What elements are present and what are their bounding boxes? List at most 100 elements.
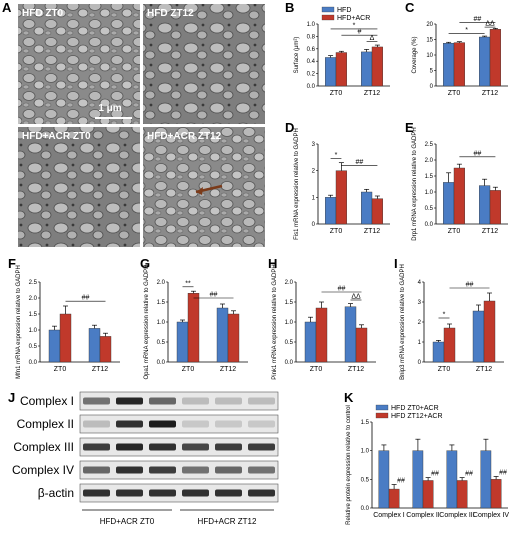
blot-row: β-actin bbox=[38, 483, 279, 503]
x-category-label: Complex I bbox=[373, 512, 405, 519]
blot-group-label: HFD+ACR ZT0 bbox=[100, 517, 155, 526]
bar bbox=[355, 327, 368, 363]
y-tick-label: 0.0 bbox=[157, 360, 166, 366]
y-tick-label: 2.5 bbox=[29, 280, 38, 286]
y-tick-label: 0.0 bbox=[29, 360, 38, 366]
bar bbox=[361, 191, 373, 225]
panel-j-label: J bbox=[8, 390, 15, 405]
y-tick-label: 0.5 bbox=[361, 477, 370, 483]
bar bbox=[59, 313, 72, 363]
blot-strip bbox=[79, 483, 279, 503]
blot-band bbox=[215, 397, 242, 405]
y-tick-label: 0.8 bbox=[307, 34, 316, 40]
bar bbox=[304, 321, 317, 363]
y-tick-label: 0.5 bbox=[29, 344, 38, 350]
x-category-label: ZT0 bbox=[54, 366, 67, 373]
x-category-label: ZT12 bbox=[476, 366, 492, 373]
x-category-label: ZT0 bbox=[448, 228, 461, 235]
blot-strip bbox=[79, 437, 279, 457]
bar bbox=[422, 480, 434, 509]
x-category-label: ZT12 bbox=[482, 90, 498, 97]
bar bbox=[456, 480, 468, 509]
em-image-hfd-acr-zt12: HFD+ACR ZT12 bbox=[143, 127, 265, 247]
y-tick-label: 0.5 bbox=[285, 340, 294, 346]
significance-mark: ΔΔ bbox=[351, 294, 361, 301]
y-tick-label: 0 bbox=[418, 360, 422, 366]
x-category-label: ZT0 bbox=[448, 90, 461, 97]
blot-row: Complex IV bbox=[12, 460, 279, 480]
blot-band bbox=[215, 420, 242, 428]
y-axis-label: Coverage (%) bbox=[412, 36, 418, 73]
bar bbox=[443, 43, 455, 87]
y-tick-label: 1.0 bbox=[361, 449, 370, 455]
y-tick-label: 1.5 bbox=[157, 300, 166, 306]
significance-mark: ## bbox=[474, 150, 482, 157]
significance-mark: * bbox=[353, 22, 356, 29]
blot-row-label: Complex III bbox=[13, 440, 74, 454]
em-image-hfd-zt0: HFD ZT0 bbox=[18, 4, 140, 124]
bar bbox=[176, 321, 189, 363]
bar bbox=[335, 52, 348, 87]
western-blot: Complex I Complex II Complex III Complex IV… bbox=[12, 391, 279, 503]
legend-swatch bbox=[321, 14, 335, 21]
panel-i-label: I bbox=[394, 256, 398, 271]
em-title: HFD ZT0 bbox=[22, 8, 64, 19]
legend-label: HFD ZT0+ACR bbox=[391, 405, 439, 412]
em-title: HFD+ACR ZT0 bbox=[22, 131, 91, 142]
significance-mark: ** bbox=[185, 280, 191, 287]
blot-band bbox=[215, 466, 242, 474]
bar bbox=[99, 336, 112, 363]
x-category-label: ZT0 bbox=[330, 90, 343, 97]
y-tick-label: 1.5 bbox=[425, 174, 434, 180]
blot-band bbox=[182, 466, 209, 474]
blot-band bbox=[116, 443, 143, 451]
chart-f-mfn1: 0.0 0.5 1.0 1.5 2.0 2.5 Mfn1 mRNA expression r… bbox=[16, 265, 120, 379]
y-tick-label: 1.0 bbox=[425, 190, 434, 196]
panel-a: A HFD ZT0 HFD ZT12 HFD+ACR ZT0 HFD+ACR Z… bbox=[2, 0, 265, 247]
bar bbox=[371, 46, 384, 87]
significance-mark: ## bbox=[474, 16, 482, 23]
significance-mark: # bbox=[357, 29, 361, 36]
blot-band bbox=[149, 466, 176, 474]
blot-band bbox=[83, 489, 110, 497]
chart-d-fis1: 0 1 2 3 Fis1 mRNA expression relative to GAD… bbox=[294, 128, 390, 240]
bar bbox=[335, 170, 348, 225]
blot-band bbox=[248, 420, 275, 428]
legend-label: HFD ZT12+ACR bbox=[391, 413, 443, 420]
blot-band bbox=[182, 489, 209, 497]
y-axis-label: Fis1 mRNA expression relative to GADPH bbox=[294, 128, 300, 240]
bar bbox=[361, 51, 373, 87]
blot-row-label: β-actin bbox=[38, 486, 74, 500]
em-image-hfd-zt12: HFD ZT12 bbox=[143, 4, 265, 124]
panel-d-label: D bbox=[285, 120, 294, 135]
y-tick-label: 0.5 bbox=[425, 206, 434, 212]
bar bbox=[446, 450, 458, 509]
blot-strip bbox=[79, 460, 279, 480]
legend-swatch bbox=[375, 404, 389, 411]
y-tick-label: 1.0 bbox=[307, 22, 316, 28]
y-tick-label: 2.0 bbox=[29, 296, 38, 302]
blot-row: Complex II bbox=[17, 414, 279, 434]
bar bbox=[489, 29, 502, 87]
blot-band bbox=[248, 489, 275, 497]
y-tick-label: 3 bbox=[418, 300, 422, 306]
y-tick-label: 0.5 bbox=[157, 340, 166, 346]
bar bbox=[479, 36, 491, 87]
x-category-label: ZT12 bbox=[348, 366, 364, 373]
y-tick-label: 0 bbox=[430, 84, 434, 90]
y-tick-label: 0.0 bbox=[425, 222, 434, 228]
legend-swatch bbox=[375, 412, 389, 419]
y-tick-label: 3 bbox=[312, 142, 316, 148]
y-tick-label: 1.5 bbox=[285, 300, 294, 306]
blot-band bbox=[248, 397, 275, 405]
significance-mark: ΔΔ bbox=[485, 21, 495, 28]
bar bbox=[480, 450, 492, 509]
x-category-label: ZT0 bbox=[330, 228, 343, 235]
panel-f-label: F bbox=[8, 256, 16, 271]
significance-mark: ## bbox=[397, 477, 405, 484]
y-tick-label: 10 bbox=[426, 53, 433, 59]
blot-row-label: Complex I bbox=[20, 394, 74, 408]
bar bbox=[453, 42, 466, 87]
scale-bar: 1 μm bbox=[95, 103, 132, 119]
